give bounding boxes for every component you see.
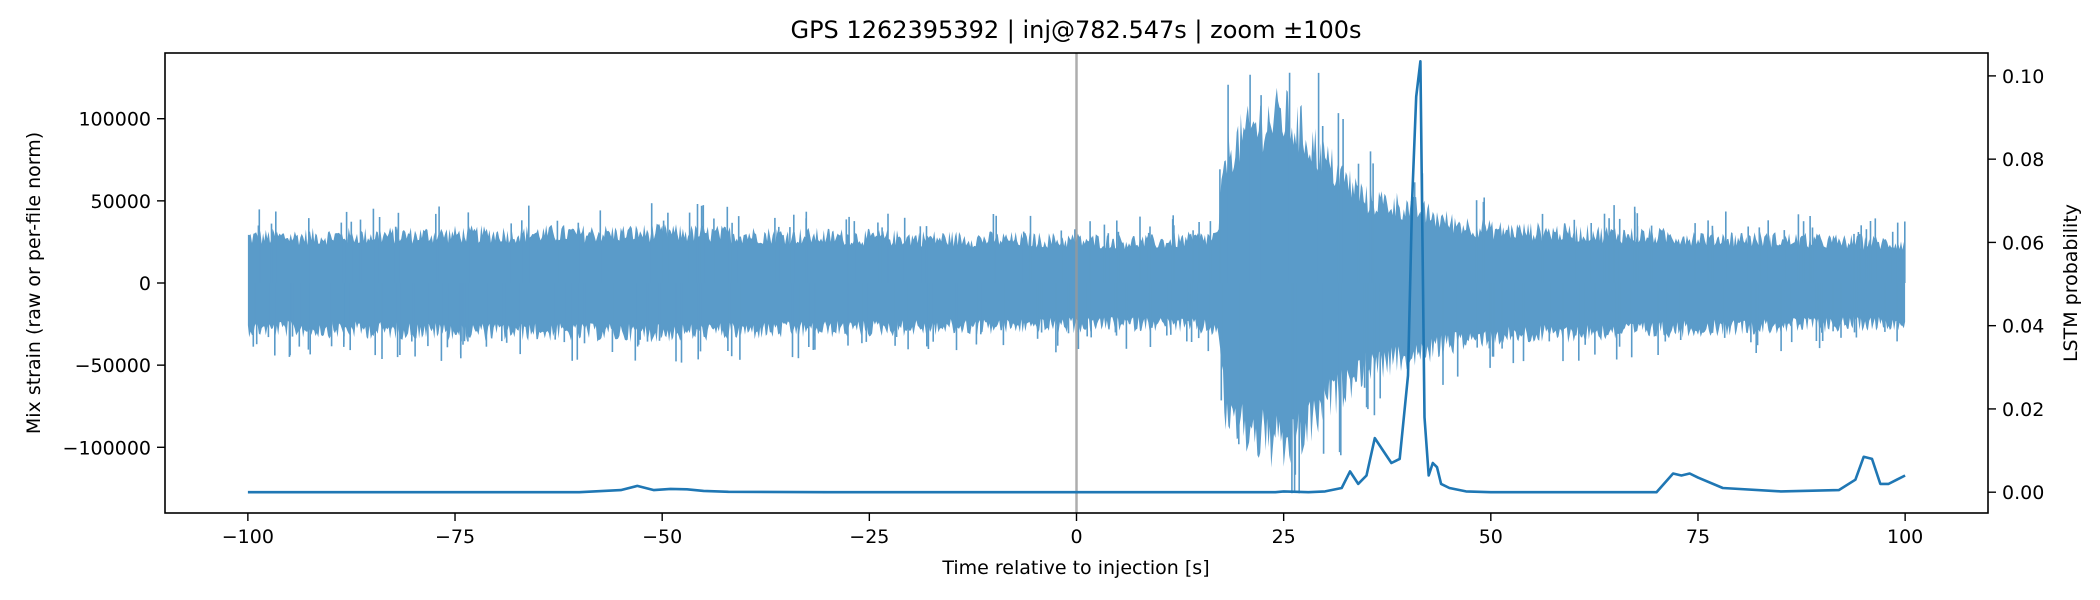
y-left-tick-label: 50000 xyxy=(91,191,151,213)
x-tick-label: −100 xyxy=(222,526,274,548)
y-left-tick-label: −50000 xyxy=(75,355,151,377)
y-left-tick: 50000 xyxy=(91,191,165,213)
y-right-tick-label: 0.10 xyxy=(2002,66,2044,88)
y-right-tick: 0.04 xyxy=(1988,316,2044,338)
probability-line xyxy=(247,60,1906,494)
x-tick-label: 50 xyxy=(1479,526,1503,548)
y-right-tick: 0.00 xyxy=(1988,482,2044,504)
y-axis-left: −100000 −50000 0 50000 100000 xyxy=(63,109,165,459)
x-tick: 50 xyxy=(1479,513,1503,548)
x-axis: −100 −75 −50 −25 0 25 50 75 100 xyxy=(222,513,1923,548)
x-tick: 25 xyxy=(1272,513,1296,548)
x-tick: −100 xyxy=(222,513,274,548)
x-tick: 0 xyxy=(1070,513,1083,548)
x-tick-label: −50 xyxy=(642,526,682,548)
x-tick: −50 xyxy=(642,513,682,548)
y-right-tick-label: 0.02 xyxy=(2002,399,2044,421)
y-right-tick-label: 0.08 xyxy=(2002,149,2044,171)
x-tick: −25 xyxy=(849,513,889,548)
x-tick-label: 100 xyxy=(1887,526,1923,548)
y-axis-right: 0.00 0.02 0.04 0.06 0.08 0.10 xyxy=(1988,66,2044,504)
y-left-tick-label: −100000 xyxy=(63,437,151,459)
y-axis-left-label: Mix strain (raw or per-file norm) xyxy=(23,132,45,434)
x-tick-label: 0 xyxy=(1070,526,1082,548)
x-tick: 75 xyxy=(1686,513,1710,548)
x-axis-label: Time relative to injection [s] xyxy=(941,557,1209,579)
strain-spikes xyxy=(252,72,1906,494)
y-left-tick: −50000 xyxy=(75,355,165,377)
y-left-tick: 0 xyxy=(139,273,165,295)
y-left-tick: −100000 xyxy=(63,437,165,459)
y-left-tick: 100000 xyxy=(78,109,165,131)
y-right-tick: 0.10 xyxy=(1988,66,2044,88)
y-left-tick-label: 0 xyxy=(139,273,151,295)
x-tick-label: −25 xyxy=(849,526,889,548)
y-right-tick-label: 0.06 xyxy=(2002,232,2044,254)
chart-title: GPS 1262395392 | inj@782.547s | zoom ±10… xyxy=(790,16,1361,44)
y-right-tick: 0.08 xyxy=(1988,149,2044,171)
x-tick-label: 75 xyxy=(1686,526,1710,548)
x-tick: 100 xyxy=(1887,513,1923,548)
y-right-tick-label: 0.04 xyxy=(2002,316,2044,338)
y-right-tick-label: 0.00 xyxy=(2002,482,2044,504)
x-tick-label: −75 xyxy=(435,526,475,548)
plot-area xyxy=(247,53,1906,513)
y-right-tick: 0.02 xyxy=(1988,399,2044,421)
y-right-tick: 0.06 xyxy=(1988,232,2044,254)
y-left-tick-label: 100000 xyxy=(78,109,151,131)
x-tick: −75 xyxy=(435,513,475,548)
y-axis-right-label: LSTM probability xyxy=(2060,204,2082,362)
x-tick-label: 25 xyxy=(1272,526,1296,548)
